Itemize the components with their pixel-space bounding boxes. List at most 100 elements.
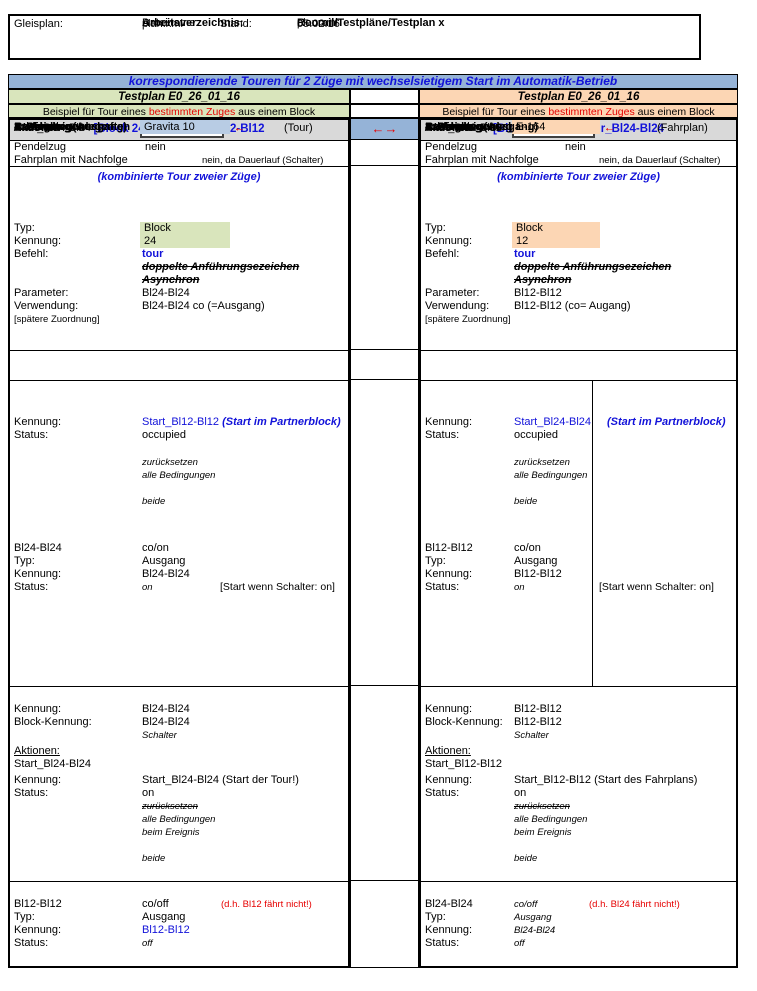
center-spacer — [351, 139, 418, 165]
swap-arrows-cell: ←→ — [351, 119, 418, 139]
beispiel-spacer — [350, 104, 419, 118]
option-note: alle Bedingungen — [142, 814, 216, 825]
start-schalter-hint: [Start wenn Schalter: on] — [599, 581, 714, 593]
left-section-1: (kombinierte Tour zweier Züge) 1. Aktion… — [10, 120, 348, 350]
strikethrough-note: Asynchron — [514, 274, 572, 286]
bedingungen-title: Bedingungen — [14, 121, 85, 133]
beispiel-left-em: bestimmten Zuges — [148, 106, 236, 118]
arrow-left-icon: ← — [604, 122, 615, 134]
fahrplan-value: nein, da Dauerlauf (Schalter) — [599, 155, 721, 166]
center-spacer — [351, 880, 418, 965]
arbeitsverzeichnis-value: Rocrail/Testpläne/Testplan x — [297, 17, 445, 29]
pendelzug-value: nein — [145, 141, 166, 153]
kennung-label: Kennung: — [14, 235, 62, 247]
bedingungen-title: Bedingungen — [425, 121, 496, 133]
typ-value: Ausgang — [142, 911, 186, 923]
befehl-value: tour — [514, 248, 536, 260]
bedingungen-title: Bedingungen — [14, 121, 85, 133]
section4-title: 4. Schalter (Ausgang) — [425, 121, 539, 133]
section2-title: 2. Schalter anlegen — [425, 121, 526, 133]
status-label: Status: — [425, 429, 460, 441]
partnerblock-note: (Start im Partnerblock) — [222, 416, 341, 428]
option-note: alle Bedingungen — [142, 470, 216, 481]
lokomotive-value: Gravita 10 — [140, 120, 230, 134]
zuordnung-note: [spätere Zuordnung] — [14, 314, 100, 325]
kennung-value: Start_Bl12-Bl12 (Start des Fahrplans) — [514, 774, 698, 786]
aktionen-label: Aktionen — [425, 122, 473, 134]
left-section-4: 4. Schalter (Ausgang) Kennung: Bl24-Bl24 … — [10, 121, 348, 881]
right-section-1: (kombinierte Tour zweier Züge) 1. Aktion… — [421, 120, 736, 350]
stand-value: 05.02.16 — [297, 18, 340, 30]
option-note: zurücksetzen — [514, 457, 570, 468]
status-label: Status: — [14, 937, 49, 949]
status-value: on — [142, 787, 155, 799]
option-note: zurücksetzen — [142, 457, 198, 468]
swap-right-arrow-icon: → — [384, 121, 398, 136]
status-label: Status: — [425, 581, 460, 593]
kennung-value: Bl12-Bl12 — [514, 703, 562, 715]
aktionen-label: Aktionen: — [14, 745, 60, 757]
kennung-label: Kennung: — [14, 416, 62, 428]
block-kennung-label: Block-Kennung: — [14, 716, 92, 728]
strikethrough-note: Asynchron — [142, 274, 200, 286]
kennung-label: Kennung: — [425, 416, 473, 428]
fahrplan-note: (Fahrplan) — [657, 122, 708, 134]
center-spacer — [351, 165, 418, 349]
status-value: off — [514, 938, 525, 949]
start-action-name: Start_Bl12-Bl12 — [425, 758, 503, 770]
lokomotive-label: Lokomotive: — [14, 121, 74, 133]
parameter-label: Parameter: — [14, 287, 69, 299]
block-kennung-label: Block-Kennung: — [425, 716, 503, 728]
section1-title: 1. Aktionen — [14, 121, 73, 133]
status-label: Status: — [14, 787, 49, 799]
kombinierte-note: (kombinierte Tour zweier Züge) — [497, 171, 660, 183]
fahrplan-label: Fahrplan mit Nachfolge — [14, 154, 128, 166]
bedingung-id-label: Bl24-Bl24 — [425, 898, 473, 910]
verwendung-label: Verwendung: — [14, 300, 79, 312]
kennung-label: Kennung: — [14, 703, 62, 715]
beispiel-right-post: aus einem Block — [634, 106, 715, 118]
kennung-value: 24 — [140, 235, 230, 248]
right-section-2: 2. Schalter anlegen — [421, 121, 736, 380]
dateiname-label: Dateiname: — [142, 17, 199, 29]
aktionen-label: Aktionen — [14, 122, 62, 134]
block-kennung-value: Bl12-Bl12 — [514, 716, 562, 728]
parameter-value: Bl12-Bl12 — [514, 287, 562, 299]
warning-note: (d.h. Bl12 fährt nicht!) — [221, 899, 312, 910]
bedingung-id-label: Bl12-Bl12 — [425, 542, 473, 554]
option-note: beide — [514, 853, 538, 864]
status-value: occupied — [514, 429, 559, 441]
pendelzug-label: Pendelzug — [425, 141, 477, 153]
testplan-header-spacer — [350, 89, 419, 104]
typ-value: Ausgang — [514, 912, 552, 923]
status-value: off — [142, 938, 153, 949]
option-note: beide — [142, 853, 166, 864]
fahrplan-label: Fahrplan mit Nachfolge — [425, 154, 539, 166]
kennung-label: Kennung: — [14, 568, 62, 580]
typ-label: Typ: — [425, 911, 446, 923]
option-note: zurücksetzen — [514, 801, 570, 812]
bedingung-id-value: co/off — [142, 898, 169, 910]
start-schalter-hint: [Start wenn Schalter: on] — [220, 581, 335, 593]
start-action-name: Start_Bl24-Bl24 — [14, 758, 92, 770]
kennung-value: Start_Bl12-Bl12 (Start im Partnerblock) — [142, 416, 341, 429]
bedingung-id-value: co/on — [142, 542, 169, 554]
kennung-id: Start_Bl12-Bl12 — [142, 416, 220, 428]
typ-label: Typ: — [425, 555, 446, 567]
left-section-3: 3. Blockeigenschaften AktionenBlock 24← … — [10, 120, 348, 686]
right-section-3: 3. Blockeigenschaften AktionenBlock 12← … — [421, 120, 736, 686]
kennung-value: Bl12-Bl12 — [514, 568, 562, 580]
beispiel-right-pre: Beispiel für Tour eines — [442, 106, 549, 118]
dateiname-value: plan.xml — [297, 17, 338, 29]
bedingung-id-label: Bl12-Bl12 — [14, 898, 62, 910]
typ-value: Ausgang — [514, 555, 558, 567]
testplan-header-right: Testplan E0_26_01_16 — [419, 89, 738, 104]
kennung-label: Kennung: — [425, 703, 473, 715]
typ-value: Block — [140, 222, 230, 235]
typ-label: Typ: — [425, 222, 446, 234]
kennung-label: Kennung: — [425, 568, 473, 580]
verwendung-label: Verwendung: — [425, 300, 490, 312]
bedingungen-title: Bedingungen — [425, 121, 496, 133]
kennung-value: Bl24-Bl24 — [142, 568, 190, 580]
